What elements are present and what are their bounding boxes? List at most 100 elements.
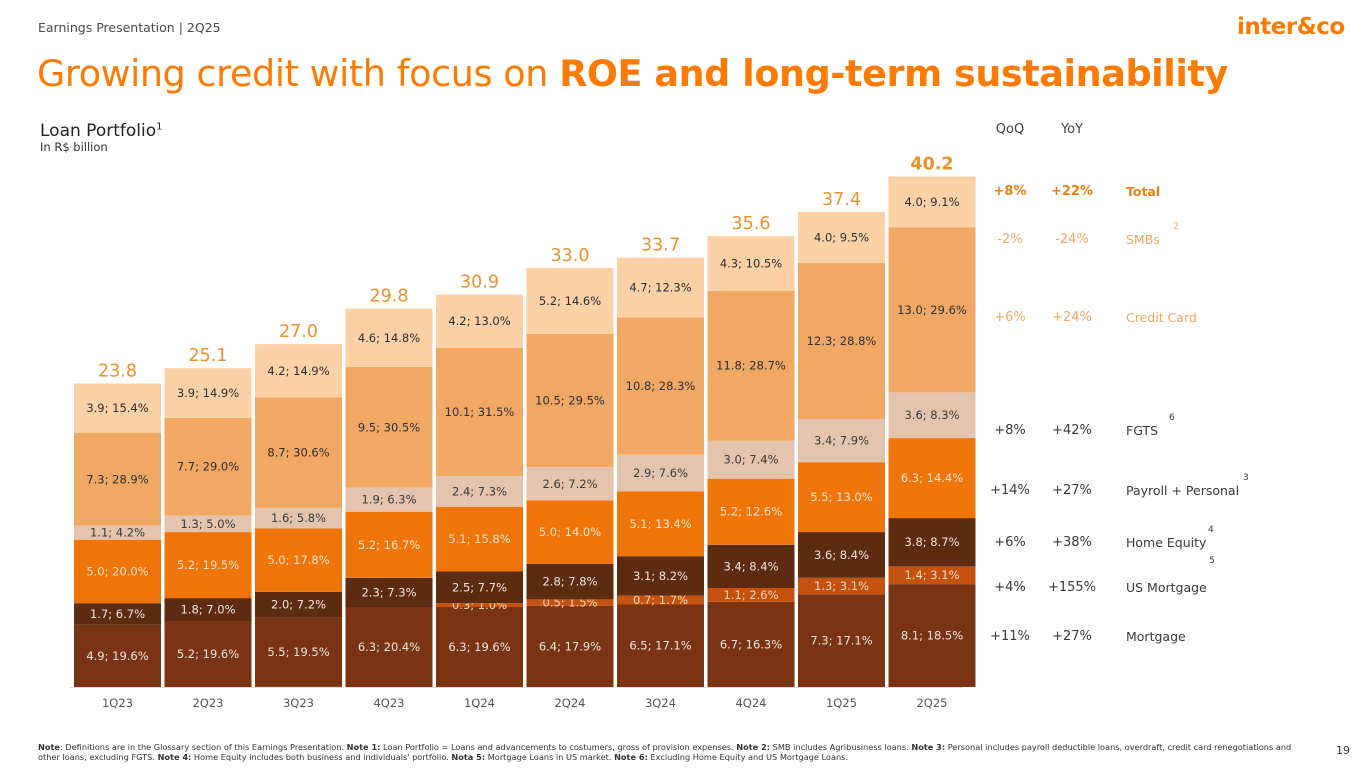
bar-segment-home-equity [707,544,795,588]
bar-segment-mortgage [436,607,523,687]
qoq-value: +4% [994,580,1026,595]
data-label-mortgage: 4.9; 19.6% [86,649,148,663]
data-label-home-equity: 3.4; 8.4% [723,559,778,573]
data-label-credit-card: 12.3; 28.8% [807,334,877,348]
data-label-payroll-personal: 5.2; 12.6% [720,505,782,519]
loan-portfolio-note-ref: 1 [156,121,163,133]
bar-segment-smbs [526,267,614,334]
qoq-value: +6% [994,310,1026,325]
bar-segment-smbs [345,308,433,367]
x-tick-label: 3Q23 [283,696,314,710]
data-label-home-equity: 1.7; 6.7% [90,607,145,621]
qoq-value: +8% [994,423,1026,438]
bar-segment-payroll-personal [617,491,704,557]
data-label-credit-card: 7.3; 28.9% [86,472,148,486]
data-label-fgts: 2.6; 7.2% [542,477,597,491]
data-label-payroll-personal: 5.2; 19.5% [177,558,239,572]
bar-segment-us-mortgage [707,587,795,602]
presentation-subtitle: Earnings Presentation | 2Q25 [38,20,221,35]
footnote-ref: 5 [1209,556,1215,566]
bar-segment-home-equity [436,571,523,604]
data-label-home-equity: 2.0; 7.2% [271,598,326,612]
data-label-us-mortgage: 1.1; 2.6% [723,588,778,602]
bar-segment-smbs [164,368,252,418]
yoy-value: +27% [1052,629,1092,644]
bar-segment-payroll-personal [164,532,252,599]
total-label: 29.8 [370,287,409,307]
yoy-value: +155% [1047,580,1097,595]
bar-segment-smbs [74,383,161,433]
bar-segment-us-mortgage [526,599,614,606]
page-number: 19 [1336,744,1350,757]
segment-label: FGTS [1126,423,1159,438]
segment-label: Mortgage [1126,629,1186,644]
bar-segment-fgts [74,525,161,540]
loan-portfolio-unit: In R$ billion [40,140,108,154]
data-label-payroll-personal: 5.0; 20.0% [86,564,148,578]
footnote-label: Note 6: [614,752,648,762]
qoq-value: +6% [994,535,1026,550]
data-label-smbs: 4.0; 9.5% [814,230,869,244]
bar-segment-smbs [436,294,523,348]
qoq-value: +11% [990,629,1030,644]
footnote-label: Nota 5: [451,752,486,762]
x-tick-label: 3Q24 [645,696,676,710]
footnote: Note: Definitions are in the Glossary se… [38,742,1308,762]
data-label-smbs: 4.7; 12.3% [629,281,691,295]
data-label-mortgage: 6.3; 19.6% [448,640,510,654]
total-label: 40.2 [910,155,953,175]
segment-label: Total [1126,184,1161,199]
bar-segment-fgts [617,454,704,492]
data-label-payroll-personal: 5.1; 13.4% [629,517,691,531]
data-label-smbs: 4.2; 13.0% [448,314,510,328]
footnote-label: Note 1: [346,742,381,752]
segment-label: SMBs [1126,232,1160,247]
bar-segment-mortgage [164,621,252,687]
footnote-text: SMB includes Agribusiness loans. [770,742,912,752]
bar-segment-home-equity [164,598,252,621]
data-label-payroll-personal: 5.2; 16.7% [358,538,420,552]
data-label-mortgage: 6.4; 17.9% [539,639,601,653]
bar-segment-smbs [255,344,342,398]
data-label-mortgage: 7.3; 17.1% [810,634,872,648]
bar-segment-fgts [255,507,342,529]
bar-segment-fgts [798,419,885,463]
footnote-text: Home Equity includes both business and i… [191,752,452,762]
yoy-value: +22% [1050,184,1093,199]
x-tick-label: 1Q25 [826,696,857,710]
bar-segment-payroll-personal [798,462,885,532]
data-label-payroll-personal: 5.5; 13.0% [810,490,872,504]
bar-segment-payroll-personal [436,506,523,572]
total-label: 37.4 [822,190,861,210]
footnote-label: Note 4: [157,752,192,762]
bar-segment-home-equity [74,603,161,625]
data-label-smbs: 3.9; 15.4% [86,401,148,415]
bar-segment-mortgage [74,624,161,687]
total-label: 30.9 [460,273,499,293]
data-label-mortgage: 5.5; 19.5% [267,645,329,659]
bar-segment-mortgage [617,604,704,687]
data-label-credit-card: 11.8; 28.7% [716,359,786,373]
bar-segment-mortgage [798,594,885,687]
bar-segment-credit-card [255,397,342,508]
yoy-value: +27% [1052,483,1092,498]
loan-portfolio-title-text: Loan Portfolio [40,121,157,141]
total-label: 23.8 [98,362,137,382]
bar-segment-payroll-personal [526,500,614,564]
bar-segment-credit-card [436,347,523,477]
data-label-home-equity: 2.5; 7.7% [452,580,507,594]
segment-label: US Mortgage [1126,580,1207,595]
data-label-credit-card: 13.0; 29.6% [897,303,967,317]
footnote-label: Note [38,742,60,752]
page-title: Growing credit with focus on ROE and lon… [37,52,1228,95]
data-label-smbs: 4.0; 9.1% [904,195,959,209]
bar-segment-us-mortgage [436,603,523,607]
data-label-fgts: 2.9; 7.6% [633,466,688,480]
data-label-payroll-personal: 6.3; 14.4% [901,471,963,485]
footnote-ref: 3 [1243,473,1249,483]
bar-segment-smbs [707,236,795,291]
total-label: 25.1 [189,346,228,366]
qoq-value: -2% [997,232,1023,247]
data-label-credit-card: 8.7; 30.6% [267,446,329,460]
